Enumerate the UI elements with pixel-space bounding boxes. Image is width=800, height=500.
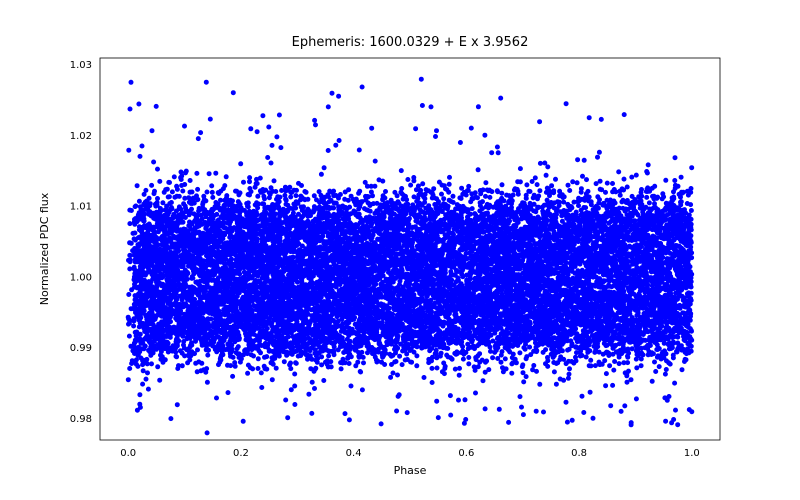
y-tick-label: 0.99 (70, 343, 92, 354)
y-tick-label: 1.00 (70, 272, 92, 283)
x-tick-label: 0.0 (120, 448, 136, 459)
x-tick-label: 1.0 (684, 448, 700, 459)
y-axis-label: Normalized PDC flux (38, 192, 51, 305)
chart-title: Ephemeris: 1600.0329 + E x 3.9562 (292, 35, 529, 50)
y-tick-label: 1.03 (70, 60, 92, 71)
x-tick-label: 0.8 (571, 448, 587, 459)
scatter-chart: 0.0 0.2 0.4 0.6 0.8 1.0 0.98 0.99 1.00 1.01 1.02 1.… (0, 0, 800, 500)
x-axis-label: Phase (394, 464, 427, 477)
x-tick-label: 0.2 (233, 448, 249, 459)
y-tick-label: 0.98 (70, 414, 92, 425)
y-tick-label: 1.02 (70, 131, 92, 142)
y-tick-label: 1.01 (70, 202, 92, 213)
x-tick-label: 0.4 (346, 448, 362, 459)
chart-container: 0.0 0.2 0.4 0.6 0.8 1.0 0.98 0.99 1.00 1.01 1.02 1.… (0, 0, 800, 500)
x-tick-label: 0.6 (458, 448, 474, 459)
